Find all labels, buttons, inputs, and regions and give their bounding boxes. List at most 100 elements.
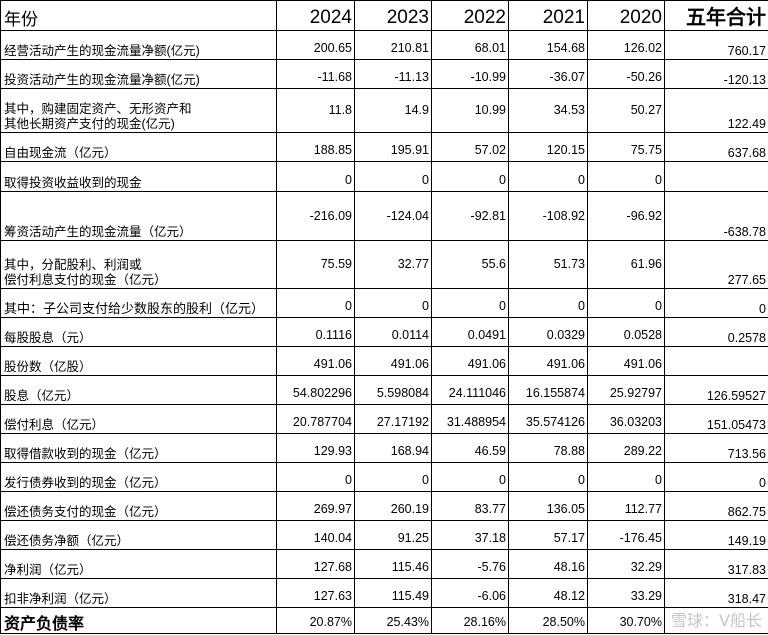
table-row: 其中：子公司支付给少数股东的股利（亿元） 0 0 0 0 0 0 <box>0 288 768 318</box>
row-label: 取得投资收益收到的现金 <box>0 161 277 192</box>
value-cell: 28.50% <box>508 607 588 634</box>
table-row: 股份数（亿股） 491.06 491.06 491.06 491.06 491.06 <box>0 346 768 376</box>
row-label-line: 投资活动产生的现金流量净额(亿元) <box>4 73 200 87</box>
value-cell: -11.68 <box>276 59 355 89</box>
row-label-line: 净利润（亿元） <box>4 563 92 577</box>
year-header-label: 年份 <box>0 0 277 31</box>
row-label: 资产负债率 <box>0 607 277 634</box>
value-cell: -5.76 <box>431 549 509 579</box>
table-row: 偿付利息（亿元） 20.787704 27.17192 31.488954 35.574… <box>0 404 768 434</box>
row-label-line: 偿还债务支付的现金（亿元） <box>4 505 167 519</box>
table-row: 经营活动产生的现金流量净额(亿元) 200.65 210.81 68.01 154.68… <box>0 30 768 60</box>
year-2020-header: 2020 <box>587 0 665 31</box>
five-year-total-cell: 149.19 <box>664 520 768 550</box>
row-label-line: 取得借款收到的现金（亿元） <box>4 447 167 461</box>
five-year-total-cell: 0 <box>664 462 768 492</box>
value-cell: -176.45 <box>587 520 665 550</box>
year-2021-header: 2021 <box>508 0 588 31</box>
row-label: 股份数（亿股） <box>0 346 277 376</box>
value-cell: 0.1116 <box>276 317 355 347</box>
table-row: 每股股息（元） 0.1116 0.0114 0.0491 0.0329 0.0528 0.2… <box>0 317 768 347</box>
value-cell: 25.43% <box>354 607 432 634</box>
value-cell: -10.99 <box>431 59 509 89</box>
value-cell: 16.155874 <box>508 375 588 405</box>
value-cell: -36.07 <box>508 59 588 89</box>
table-row: 投资活动产生的现金流量净额(亿元) -11.68 -11.13 -10.99 -36.0… <box>0 59 768 89</box>
value-cell: 491.06 <box>276 346 355 376</box>
row-label-line: 偿付利息支付的现金（亿元） <box>4 273 167 287</box>
value-cell: 24.111046 <box>431 375 509 405</box>
value-cell: 32.29 <box>587 549 665 579</box>
value-cell: 0 <box>431 462 509 492</box>
value-cell: 83.77 <box>431 491 509 521</box>
value-cell: 46.59 <box>431 433 509 463</box>
value-cell: 11.8 <box>276 88 355 133</box>
value-cell: 188.85 <box>276 132 355 162</box>
value-cell: 75.75 <box>587 132 665 162</box>
value-cell: 269.97 <box>276 491 355 521</box>
value-cell: 33.29 <box>587 578 665 608</box>
value-cell: 10.99 <box>431 88 509 133</box>
row-label: 偿还债务净额（亿元） <box>0 520 277 550</box>
row-label: 其中，购建固定资产、无形资产和 其他长期资产支付的现金(亿元) <box>0 88 277 133</box>
value-cell: 200.65 <box>276 30 355 60</box>
row-label-line: 经营活动产生的现金流量净额(亿元) <box>4 44 200 58</box>
table-row: 股息（亿元） 54.802296 5.598084 24.111046 16.15587… <box>0 375 768 405</box>
value-cell: 168.94 <box>354 433 432 463</box>
table-row: 净利润（亿元） 127.68 115.46 -5.76 48.16 32.29 317.83 <box>0 549 768 579</box>
value-cell: 127.63 <box>276 578 355 608</box>
row-label: 其中：子公司支付给少数股东的股利（亿元） <box>0 288 277 318</box>
value-cell: 260.19 <box>354 491 432 521</box>
five-year-total-header: 五年合计 <box>664 0 768 31</box>
five-year-total-cell: 0.2578 <box>664 317 768 347</box>
value-cell: 127.68 <box>276 549 355 579</box>
value-cell: 491.06 <box>354 346 432 376</box>
table-row: 取得投资收益收到的现金 0 0 0 0 0 <box>0 161 768 192</box>
value-cell: 31.488954 <box>431 404 509 434</box>
value-cell: -6.06 <box>431 578 509 608</box>
row-label-line: 偿付利息（亿元） <box>4 418 105 432</box>
value-cell: 0.0114 <box>354 317 432 347</box>
row-label: 筹资活动产生的现金流量（亿元） <box>0 191 277 241</box>
value-cell: 0.0329 <box>508 317 588 347</box>
value-cell: 195.91 <box>354 132 432 162</box>
value-cell: 48.16 <box>508 549 588 579</box>
value-cell: 0.0528 <box>587 317 665 347</box>
five-year-total-cell: 760.17 <box>664 30 768 60</box>
five-year-total-cell: 713.56 <box>664 433 768 463</box>
value-cell: 68.01 <box>431 30 509 60</box>
value-cell: 0 <box>587 288 665 318</box>
value-cell: -96.92 <box>587 191 665 241</box>
value-cell: 491.06 <box>431 346 509 376</box>
row-label-line: 自由现金流（亿元） <box>4 146 117 160</box>
value-cell: 30.70% <box>587 607 665 634</box>
five-year-total-cell: -638.78 <box>664 191 768 241</box>
value-cell: 0 <box>508 161 588 192</box>
table-row: 筹资活动产生的现金流量（亿元） -216.09 -124.04 -92.81 -108.… <box>0 191 768 241</box>
value-cell: 0 <box>276 462 355 492</box>
value-cell: 20.787704 <box>276 404 355 434</box>
value-cell: 28.16% <box>431 607 509 634</box>
row-label-line: 其他长期资产支付的现金(亿元) <box>4 117 175 131</box>
value-cell: 115.46 <box>354 549 432 579</box>
table-row: 取得借款收到的现金（亿元） 129.93 168.94 46.59 78.88 289.2… <box>0 433 768 463</box>
row-label: 自由现金流（亿元） <box>0 132 277 162</box>
five-year-total-cell <box>664 161 768 192</box>
value-cell: 0 <box>276 288 355 318</box>
value-cell: 0 <box>354 161 432 192</box>
value-cell: 289.22 <box>587 433 665 463</box>
five-year-total-cell: 637.68 <box>664 132 768 162</box>
value-cell: 25.92797 <box>587 375 665 405</box>
row-label: 发行债券收到的现金（亿元） <box>0 462 277 492</box>
value-cell: 210.81 <box>354 30 432 60</box>
row-label-line: 取得投资收益收到的现金 <box>4 176 142 190</box>
value-cell: 34.53 <box>508 88 588 133</box>
value-cell: 0 <box>354 288 432 318</box>
row-label: 投资活动产生的现金流量净额(亿元) <box>0 59 277 89</box>
five-year-total-cell: -120.13 <box>664 59 768 89</box>
row-label-line: 资产负债率 <box>4 613 85 633</box>
five-year-total-cell: 277.65 <box>664 240 768 289</box>
value-cell: -92.81 <box>431 191 509 241</box>
